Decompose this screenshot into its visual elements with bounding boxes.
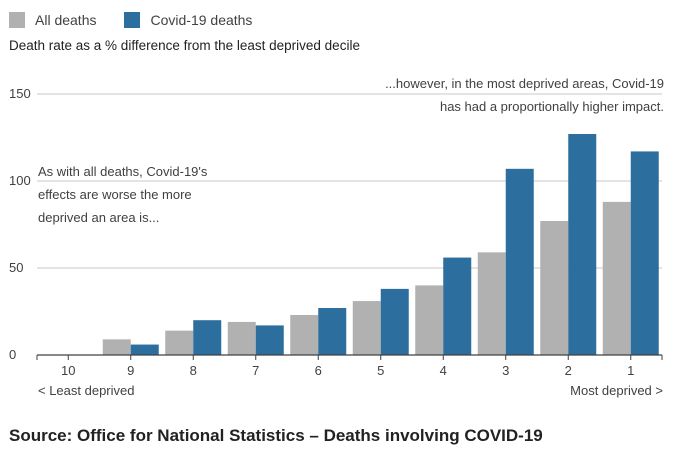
source-note: Source: Office for National Statistics –… [9, 426, 543, 445]
bar-covid-deaths-decile-7 [255, 325, 284, 355]
bar-covid-deaths-decile-8 [193, 320, 222, 355]
bar-covid-deaths-decile-5 [380, 288, 409, 355]
annotation-most-deprived: ...however, in the most deprived areas, … [344, 72, 664, 118]
x-tick-label-3: 3 [502, 363, 509, 378]
annotation-all-deaths: As with all deaths, Covid-19's effects a… [38, 160, 268, 229]
legend-swatch-covid-deaths [124, 12, 141, 28]
bar-all-deaths-decile-1 [602, 201, 631, 355]
legend-item-covid-deaths: Covid-19 deaths [124, 12, 252, 28]
bar-covid-deaths-decile-1 [630, 151, 659, 355]
bar-covid-deaths-decile-3 [505, 168, 534, 355]
x-axis-end-label-most: Most deprived > [570, 383, 663, 398]
annotation-right-line-1: ...however, in the most deprived areas, … [385, 76, 664, 91]
bar-covid-deaths-decile-2 [568, 134, 597, 355]
x-tick-label-10: 10 [61, 363, 75, 378]
x-tick-label-7: 7 [252, 363, 259, 378]
x-tick-label-1: 1 [627, 363, 634, 378]
legend-label-covid-deaths: Covid-19 deaths [150, 12, 253, 28]
bar-all-deaths-decile-5 [352, 301, 381, 355]
bar-all-deaths-decile-2 [540, 221, 569, 355]
annotation-left-line-2: effects are worse the more [38, 187, 192, 202]
y-tick-label-150: 150 [9, 86, 31, 101]
legend: All deaths Covid-19 deaths [9, 12, 280, 28]
chart-subtitle: Death rate as a % difference from the le… [9, 38, 360, 53]
legend-label-all-deaths: All deaths [35, 12, 97, 28]
x-tick-label-8: 8 [190, 363, 197, 378]
x-tick-label-9: 9 [127, 363, 134, 378]
y-tick-label-0: 0 [9, 347, 16, 362]
y-tick-label-50: 50 [9, 260, 23, 275]
x-tick-label-4: 4 [440, 363, 447, 378]
bar-covid-deaths-decile-6 [318, 308, 347, 355]
x-tick-label-2: 2 [565, 363, 572, 378]
annotation-left-line-3: deprived an area is... [38, 210, 160, 225]
y-tick-label-100: 100 [9, 173, 31, 188]
bar-covid-deaths-decile-9 [130, 344, 159, 355]
bar-all-deaths-decile-8 [165, 330, 194, 355]
bar-all-deaths-decile-4 [415, 285, 444, 355]
bar-covid-deaths-decile-4 [443, 257, 472, 355]
x-tick-label-5: 5 [377, 363, 384, 378]
x-axis-end-label-least: < Least deprived [38, 383, 135, 398]
annotation-left-line-1: As with all deaths, Covid-19's [38, 164, 208, 179]
annotation-right-line-2: has had a proportionally higher impact. [439, 99, 664, 114]
bar-all-deaths-decile-3 [477, 252, 506, 355]
legend-item-all-deaths: All deaths [9, 12, 96, 28]
bar-all-deaths-decile-6 [290, 314, 319, 355]
bar-all-deaths-decile-7 [227, 321, 256, 355]
legend-swatch-all-deaths [9, 12, 25, 28]
bar-all-deaths-decile-9 [102, 339, 131, 355]
x-tick-label-6: 6 [315, 363, 322, 378]
